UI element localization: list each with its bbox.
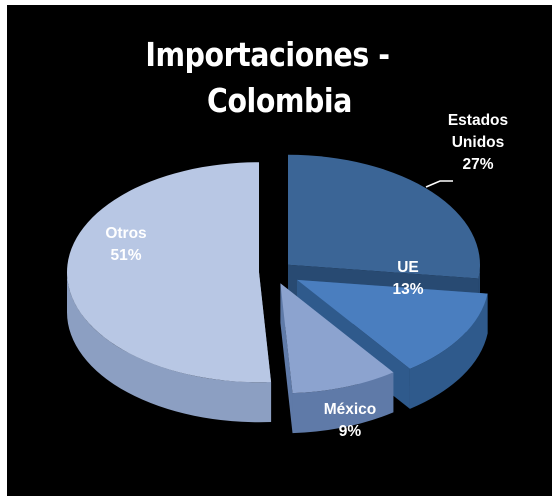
pie-slice-mxico <box>280 283 394 394</box>
data-label-category: Otros <box>105 225 146 242</box>
data-label-category: Estados <box>448 112 508 129</box>
pie-outer-wall <box>292 372 394 434</box>
pie-outer-wall <box>409 293 488 409</box>
data-label: México 9% <box>324 401 377 440</box>
data-label-value: 13% <box>392 281 423 298</box>
pie-slice-otros <box>67 162 272 383</box>
chart-title-line-1: Importaciones - <box>145 35 390 74</box>
data-label-category: México <box>324 401 377 418</box>
data-label-value: 27% <box>462 156 493 173</box>
data-label-value: 51% <box>110 247 141 264</box>
pie-slice-estados-unidos <box>288 154 481 279</box>
data-label-category: Unidos <box>452 134 505 151</box>
leader-line <box>425 180 453 188</box>
data-label-category: UE <box>397 259 419 276</box>
pie-slice-ue <box>297 279 488 369</box>
data-label-value: 9% <box>339 423 362 440</box>
pie-cut-face <box>280 283 293 434</box>
data-label: UE 13% <box>392 259 423 298</box>
data-label: Estados Unidos 27% <box>448 112 508 173</box>
pie-outer-wall <box>67 272 272 423</box>
chart-title-line-2: Colombia <box>207 81 352 120</box>
data-label: Otros 51% <box>105 225 146 264</box>
